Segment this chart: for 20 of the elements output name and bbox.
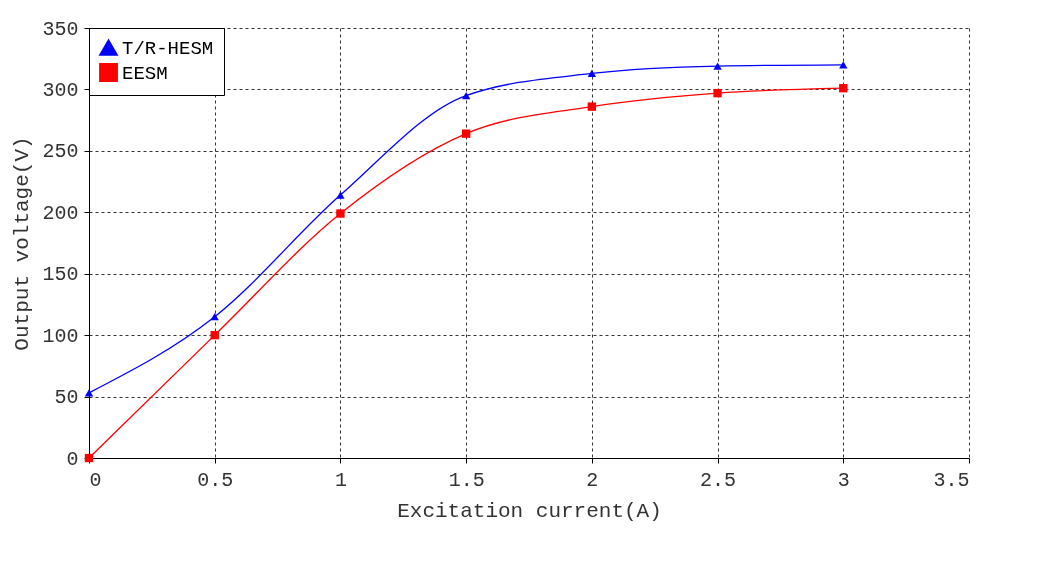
x-tick-label: 3 [837, 468, 850, 492]
x-tick-label: 0 [89, 468, 102, 492]
y-tick-label: 250 [42, 140, 79, 164]
y-tick-label: 200 [42, 201, 79, 225]
x-axis-title: Excitation current(A) [397, 499, 662, 523]
x-tick-label: 3.5 [933, 468, 970, 492]
y-tick-label: 100 [42, 324, 79, 348]
x-tick-label: 2 [586, 468, 599, 492]
x-tick-label: 2.5 [700, 468, 737, 492]
x-tick-label: 1 [334, 468, 347, 492]
y-tick-label: 350 [42, 17, 79, 41]
y-axis-title: Output voltage(V) [11, 136, 35, 351]
legend-label: EESM [122, 62, 168, 85]
y-tick-label: 300 [42, 78, 79, 102]
x-tick-label: 0.5 [197, 468, 234, 492]
x-tick-label: 1.5 [448, 468, 485, 492]
y-tick-label: 0 [66, 447, 79, 471]
y-tick-label: 50 [54, 386, 79, 410]
y-tick-label: 150 [42, 263, 79, 287]
legend-label: T/R-HESM [122, 37, 214, 60]
